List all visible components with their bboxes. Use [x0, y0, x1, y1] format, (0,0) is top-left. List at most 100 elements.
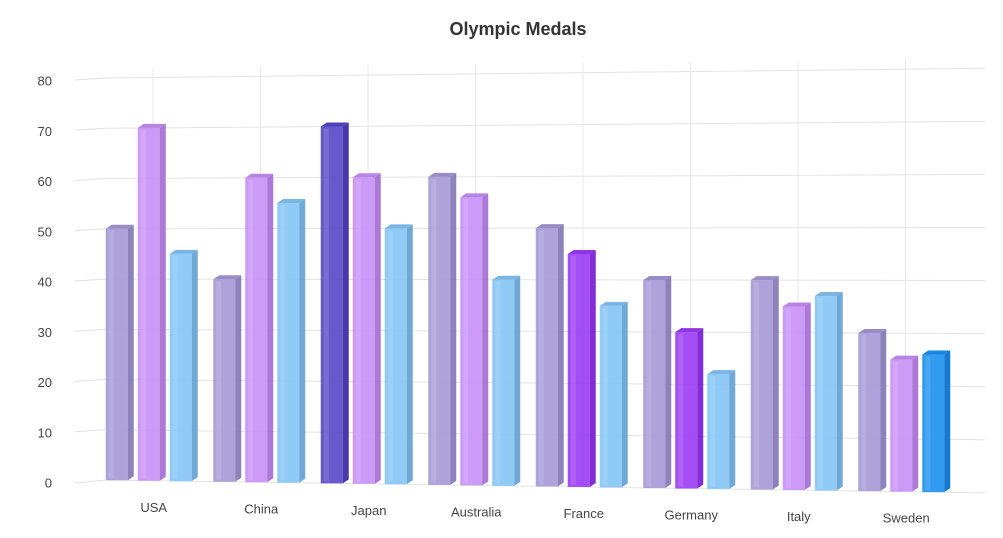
- bar-front: [599, 305, 622, 488]
- bar-sheen: [570, 255, 576, 485]
- bar-top: [105, 224, 134, 229]
- bar-usa-s3: [169, 249, 198, 482]
- bar-side: [514, 275, 521, 486]
- y-tick-label: 30: [38, 325, 52, 340]
- bar-germany-s1: [643, 275, 672, 489]
- x-category-label: China: [244, 501, 279, 516]
- bar-top: [213, 275, 242, 280]
- chart-title: Olympic Medals: [449, 19, 586, 39]
- bar-top: [277, 199, 306, 204]
- bar-side: [267, 173, 274, 483]
- bar-sweden-s1: [858, 329, 887, 492]
- bar-front: [492, 279, 515, 486]
- bar-germany-s2: [675, 328, 704, 489]
- bar-france-s3: [599, 301, 628, 488]
- bar-china-s3: [277, 199, 306, 483]
- bar-front: [535, 228, 558, 487]
- bar-sheen: [785, 308, 791, 489]
- bar-sheen: [431, 178, 437, 483]
- bar-front: [384, 228, 407, 485]
- bar-side: [912, 355, 919, 492]
- x-category-label: Italy: [787, 509, 811, 524]
- bar-side: [772, 276, 779, 490]
- bar-front: [460, 197, 483, 486]
- gridline-perspective: [74, 278, 106, 282]
- bar-australia-s2: [460, 193, 489, 486]
- y-tick-label: 70: [38, 124, 52, 139]
- bar-side: [804, 302, 811, 491]
- y-tick-label: 0: [45, 476, 52, 491]
- bar-front: [782, 306, 805, 491]
- bar-side: [729, 370, 736, 489]
- bar-sheen: [248, 179, 254, 481]
- bar-sheen: [463, 199, 469, 484]
- bar-top: [245, 173, 274, 178]
- bar-side: [191, 249, 198, 482]
- bar-front: [213, 279, 236, 482]
- bar-front: [428, 176, 451, 485]
- bar-france-s1: [535, 224, 564, 487]
- bar-sheen: [172, 255, 178, 480]
- bar-front: [105, 228, 128, 481]
- x-category-label: Sweden: [883, 511, 930, 526]
- bar-top: [137, 123, 166, 128]
- bar-top: [384, 224, 413, 229]
- bar-top: [890, 355, 919, 360]
- bar-front: [750, 280, 773, 490]
- bar-side: [127, 224, 134, 481]
- bar-side: [944, 350, 951, 493]
- bar-top: [352, 173, 381, 178]
- bar-front: [890, 359, 913, 492]
- gridline-perspective: [74, 328, 106, 332]
- y-tick-label: 20: [38, 375, 52, 390]
- bar-top: [675, 328, 704, 333]
- bar-front: [675, 332, 698, 489]
- bar-front: [320, 126, 343, 484]
- bar-sheen: [280, 205, 286, 481]
- bar-side: [159, 123, 166, 481]
- x-category-label: USA: [140, 500, 167, 515]
- bar-top: [643, 275, 672, 280]
- bar-front: [245, 177, 268, 483]
- bar-side: [482, 193, 489, 486]
- bar-side: [235, 275, 242, 482]
- bar-side: [621, 301, 628, 488]
- bar-front: [858, 333, 881, 492]
- bar-side: [665, 275, 672, 489]
- y-tick-label: 10: [38, 425, 52, 440]
- bar-germany-s3: [707, 370, 736, 489]
- gridline-perspective: [74, 77, 106, 81]
- bar-top: [750, 276, 779, 281]
- bar-top: [567, 249, 596, 254]
- bar-front: [169, 253, 192, 482]
- bar-australia-s3: [492, 275, 521, 486]
- bar-italy-s3: [814, 292, 843, 491]
- bar-sheen: [108, 230, 114, 479]
- bar-top: [707, 370, 736, 375]
- bar-sheen: [387, 230, 393, 483]
- bar-front: [643, 279, 666, 489]
- bar-sheen: [646, 281, 652, 487]
- bar-top: [535, 224, 564, 229]
- gridline: [104, 120, 986, 129]
- bar-front: [352, 177, 375, 484]
- x-category-label: France: [564, 506, 604, 521]
- gridline-perspective: [74, 228, 106, 232]
- bar-sheen: [710, 376, 716, 487]
- bar-sweden-s2: [890, 355, 919, 492]
- y-tick-label: 40: [38, 275, 52, 290]
- bar-sheen: [925, 356, 931, 491]
- bar-sheen: [538, 230, 544, 485]
- bar-sheen: [602, 307, 608, 486]
- bar-side: [299, 199, 306, 483]
- bar-side: [557, 224, 564, 487]
- bar-front: [137, 127, 160, 481]
- bar-japan-s2: [352, 173, 381, 484]
- bar-side: [374, 173, 381, 484]
- bar-side: [836, 292, 843, 491]
- bar-side: [589, 249, 596, 487]
- bar-australia-s1: [428, 172, 457, 485]
- gridline-perspective: [74, 178, 106, 181]
